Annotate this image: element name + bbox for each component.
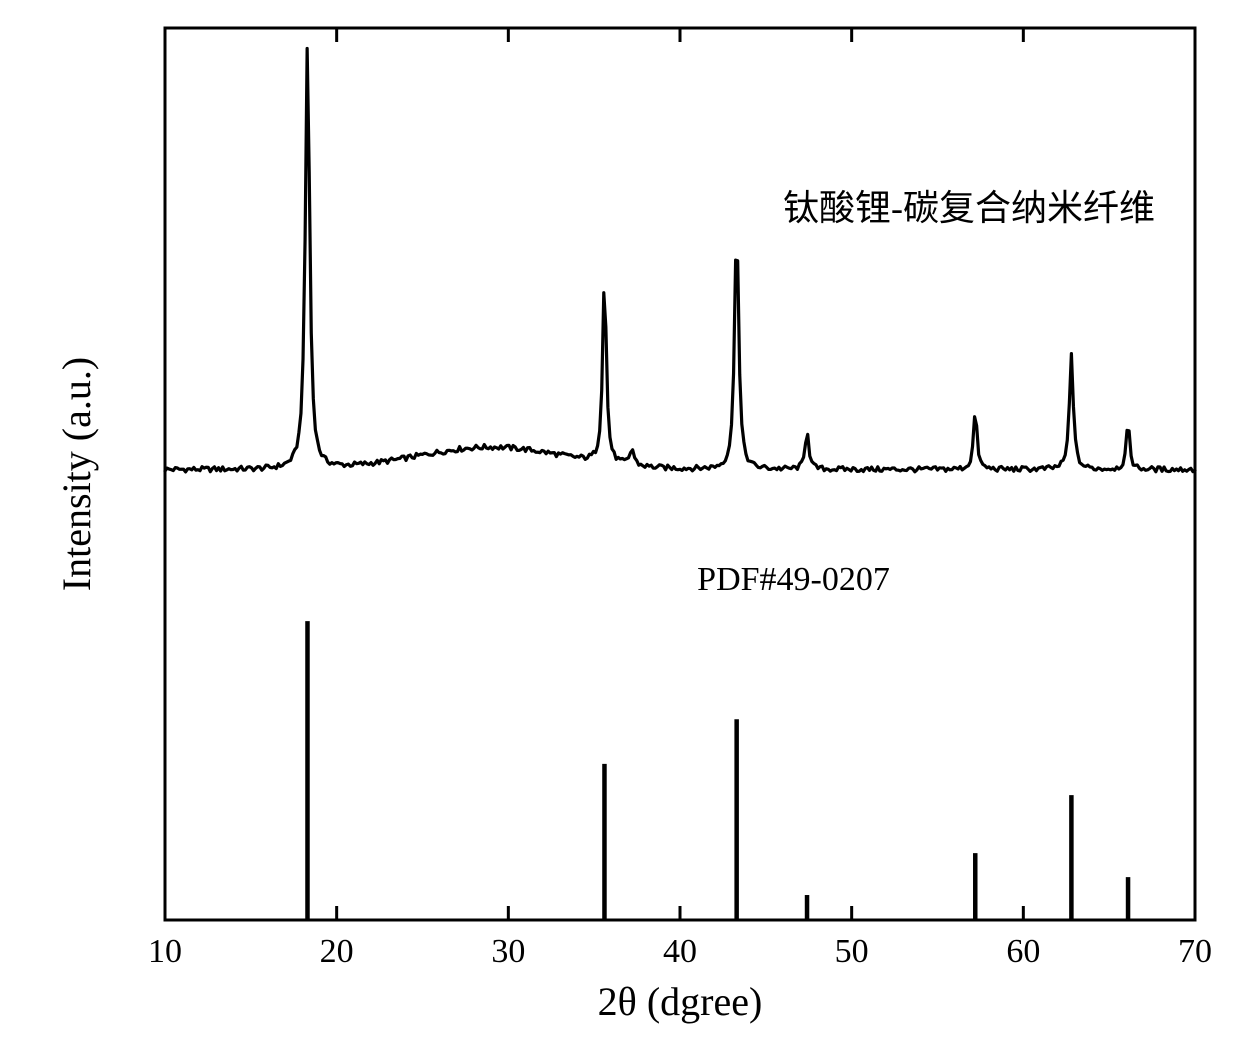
x-tick-label: 20 xyxy=(320,933,354,970)
y-axis-label: Intensity (a.u.) xyxy=(54,357,99,591)
x-tick-label: 50 xyxy=(835,933,869,970)
x-tick-label: 40 xyxy=(663,933,697,970)
x-tick-label: 70 xyxy=(1178,933,1212,970)
chart-annotation: PDF#49-0207 xyxy=(697,561,890,598)
chart-annotation: 钛酸锂-碳复合纳米纤维 xyxy=(783,188,1155,228)
chart-bg xyxy=(0,0,1240,1039)
x-axis-label: 2θ (dgree) xyxy=(598,979,763,1024)
x-tick-label: 10 xyxy=(148,933,182,970)
chart-svg: 10 20 30 40 50 60 70 2θ (dgree) Intensity (a.u.)… xyxy=(0,0,1240,1039)
x-tick-label: 60 xyxy=(1006,933,1040,970)
x-tick-label: 30 xyxy=(491,933,525,970)
xrd-chart: 10 20 30 40 50 60 70 2θ (dgree) Intensity (a.u.)… xyxy=(0,0,1240,1039)
